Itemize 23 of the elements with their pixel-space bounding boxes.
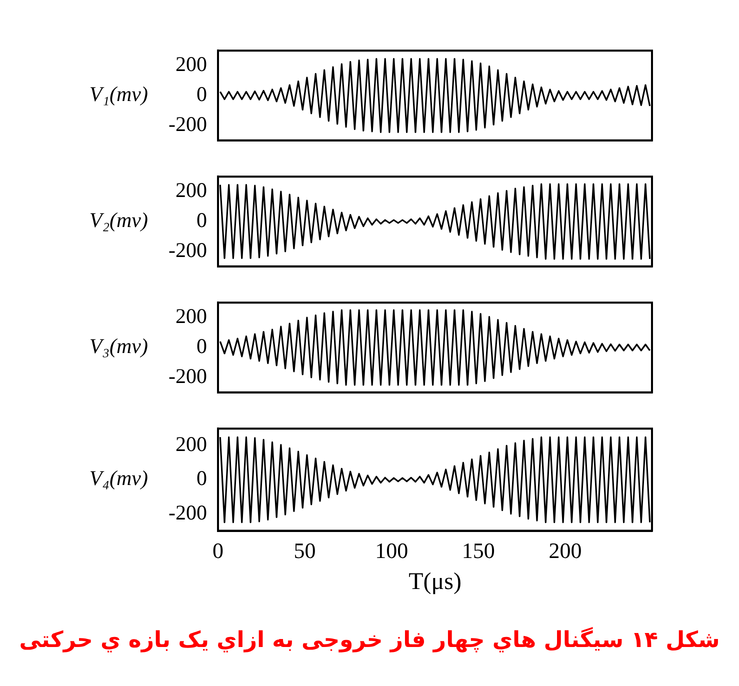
y-tick-label: 0 <box>196 334 207 358</box>
y-axis-title: V₂(mv) <box>89 208 148 232</box>
y-tick-label: 200 <box>176 52 207 76</box>
y-axis-title: V₄(mv) <box>89 466 148 490</box>
x-tick-label: 150 <box>462 538 495 563</box>
y-tick-label: -200 <box>168 112 207 136</box>
text: شکل ۱۴ سیگنال هاي چهار فاز خروجی به ازاي یک بازه ي حرکتی <box>18 628 721 653</box>
y-tick-label: 0 <box>196 466 207 490</box>
y-tick-label: 200 <box>176 178 207 202</box>
y-tick-label: -200 <box>168 238 207 262</box>
y-axis-title: V₁(mv) <box>89 82 148 106</box>
x-tick-label: 100 <box>375 538 408 563</box>
y-tick-label: -200 <box>168 364 207 388</box>
x-tick-label: 0 <box>212 538 224 563</box>
y-tick-label: 0 <box>196 208 207 232</box>
y-tick-label: -200 <box>168 500 207 524</box>
y-axis-title: V₃(mv) <box>89 334 148 358</box>
x-tick-label: 200 <box>548 538 582 563</box>
y-tick-label: 200 <box>176 304 207 328</box>
y-tick-label: 200 <box>176 432 207 456</box>
x-axis-title: T(μs) <box>408 568 462 595</box>
x-tick-label: 50 <box>294 538 316 563</box>
y-tick-label: 0 <box>196 82 207 106</box>
